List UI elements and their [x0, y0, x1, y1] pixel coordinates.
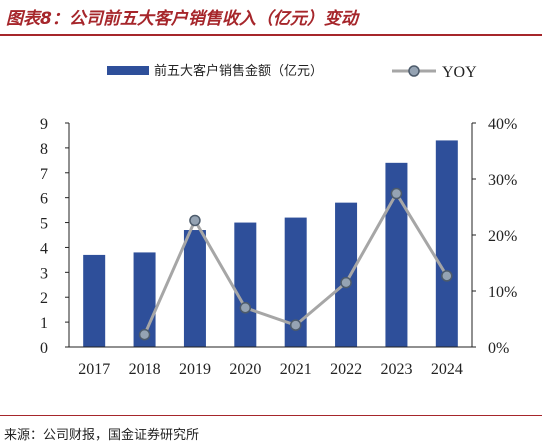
x-tick-label: 2021 [280, 361, 312, 378]
source-divider [0, 415, 542, 416]
title-divider [0, 34, 542, 36]
right-tick-label: 0% [488, 340, 509, 357]
left-tick-label: 2 [40, 290, 48, 307]
left-tick-label: 1 [40, 315, 48, 332]
yoy-point-2024 [441, 270, 453, 282]
right-tick-label: 10% [488, 284, 517, 301]
bar-2020 [234, 222, 257, 347]
bar-2021 [284, 217, 307, 347]
left-tick-label: 5 [40, 216, 48, 233]
right-tick-label: 30% [488, 172, 517, 189]
yoy-series [138, 187, 453, 341]
left-tick-label: 8 [40, 141, 48, 158]
x-tick-label: 2019 [179, 361, 211, 378]
x-tick-label: 2020 [229, 361, 261, 378]
right-axis: 0% 10% 20% 30% 40% [471, 116, 517, 357]
chart: 前五大客户销售金额（亿元） YOY 0 1 2 3 4 5 6 7 8 9 0% 10% 20% 30%… [40, 63, 517, 378]
figure-title: 图表8：公司前五大客户销售收入（亿元）变动 [6, 9, 358, 29]
yoy-point-2020 [239, 302, 252, 314]
left-axis: 0 1 2 3 4 5 6 7 8 9 [40, 116, 70, 357]
yoy-point-2018 [138, 328, 151, 341]
bar-2022 [335, 202, 358, 347]
legend: 前五大客户销售金额（亿元） YOY [107, 63, 477, 81]
x-tick-label: 2022 [330, 361, 362, 378]
source-note: 来源：公司财报，国金证券研究所 [4, 428, 200, 443]
yoy-point-2021 [289, 319, 302, 331]
right-tick-label: 20% [488, 228, 517, 245]
legend-line-label: YOY [442, 64, 477, 81]
bar-2017 [83, 254, 106, 347]
right-tick-label: 40% [488, 116, 517, 133]
left-tick-label: 0 [40, 340, 48, 357]
x-tick-label: 2023 [380, 361, 412, 378]
left-tick-label: 6 [40, 191, 48, 208]
x-axis: 2017 2018 2019 2020 2021 2022 2023 2024 [69, 346, 472, 378]
left-tick-label: 7 [40, 166, 48, 183]
left-tick-label: 4 [40, 240, 48, 257]
bar-series [83, 140, 458, 347]
legend-line-marker [408, 65, 420, 77]
yoy-point-2019 [189, 214, 201, 227]
x-tick-label: 2017 [78, 361, 110, 378]
x-tick-label: 2018 [129, 361, 161, 378]
yoy-point-2022 [340, 276, 352, 289]
left-tick-label: 3 [40, 265, 48, 282]
bar-2019 [183, 230, 206, 347]
legend-bar-label: 前五大客户销售金额（亿元） [154, 63, 323, 79]
bar-2024 [435, 140, 458, 347]
legend-bar-swatch [107, 66, 149, 75]
yoy-point-2023 [390, 187, 403, 200]
bar-2023 [385, 162, 408, 347]
x-tick-label: 2024 [431, 361, 463, 378]
left-tick-label: 9 [40, 116, 48, 133]
